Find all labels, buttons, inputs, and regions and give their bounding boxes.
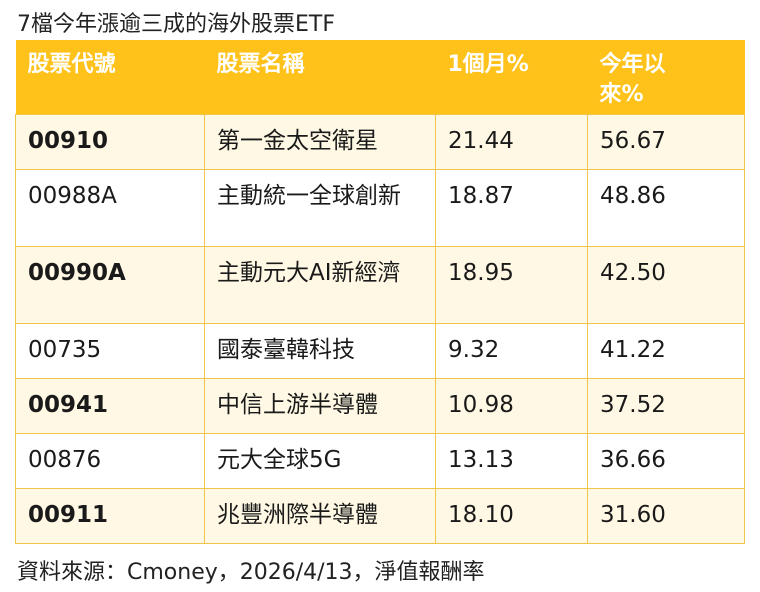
cell-code: 00910: [15, 113, 205, 170]
table-row: 00735 國泰臺韓科技 9.32 41.22: [15, 322, 745, 379]
cell-one-month: 9.32: [435, 322, 588, 379]
cell-ytd: 37.52: [587, 377, 745, 434]
cell-ytd: 42.50: [587, 245, 745, 324]
header-ytd-label: 今年以 來%: [599, 52, 666, 107]
table-header-row: 股票代號 股票名稱 1個月% 今年以 來%: [15, 40, 745, 114]
table-row: 00988A 主動統一全球創新 18.87 48.86: [15, 168, 745, 247]
cell-code: 00911: [15, 487, 205, 544]
cell-code: 00941: [15, 377, 205, 434]
cell-code: 00735: [15, 322, 205, 379]
cell-code: 00988A: [15, 168, 205, 247]
cell-code: 00876: [15, 432, 205, 489]
cell-ytd: 48.86: [587, 168, 745, 247]
cell-name: 第一金太空衛星: [204, 113, 436, 170]
table-row: 00876 元大全球5G 13.13 36.66: [15, 432, 745, 489]
cell-one-month: 10.98: [435, 377, 588, 434]
table-row: 00910 第一金太空衛星 21.44 56.67: [15, 113, 745, 170]
page-title: 7檔今年漲逾三成的海外股票ETF: [17, 12, 335, 37]
cell-code: 00990A: [15, 245, 205, 324]
cell-one-month: 18.87: [435, 168, 588, 247]
table-row: 00990A 主動元大AI新經濟 18.95 42.50: [15, 245, 745, 324]
cell-name: 元大全球5G: [204, 432, 436, 489]
cell-name: 主動統一全球創新: [204, 168, 436, 247]
header-one-month: 1個月%: [435, 40, 588, 114]
cell-name: 中信上游半導體: [204, 377, 436, 434]
table-row: 00911 兆豐洲際半導體 18.10 31.60: [15, 487, 745, 544]
cell-name: 主動元大AI新經濟: [204, 245, 436, 324]
cell-ytd: 36.66: [587, 432, 745, 489]
cell-ytd: 41.22: [587, 322, 745, 379]
etf-table: 股票代號 股票名稱 1個月% 今年以 來% 00910 第一金太空衛星 21.4…: [15, 40, 745, 544]
header-code: 股票代號: [15, 40, 205, 114]
cell-name: 兆豐洲際半導體: [204, 487, 436, 544]
cell-one-month: 21.44: [435, 113, 588, 170]
cell-one-month: 13.13: [435, 432, 588, 489]
cell-one-month: 18.10: [435, 487, 588, 544]
source-note: 資料來源：Cmoney，2026/4/13，淨值報酬率: [17, 560, 485, 585]
header-ytd: 今年以 來%: [587, 40, 745, 114]
cell-one-month: 18.95: [435, 245, 588, 324]
table-row: 00941 中信上游半導體 10.98 37.52: [15, 377, 745, 434]
cell-ytd: 31.60: [587, 487, 745, 544]
cell-ytd: 56.67: [587, 113, 745, 170]
cell-name: 國泰臺韓科技: [204, 322, 436, 379]
header-name: 股票名稱: [204, 40, 436, 114]
